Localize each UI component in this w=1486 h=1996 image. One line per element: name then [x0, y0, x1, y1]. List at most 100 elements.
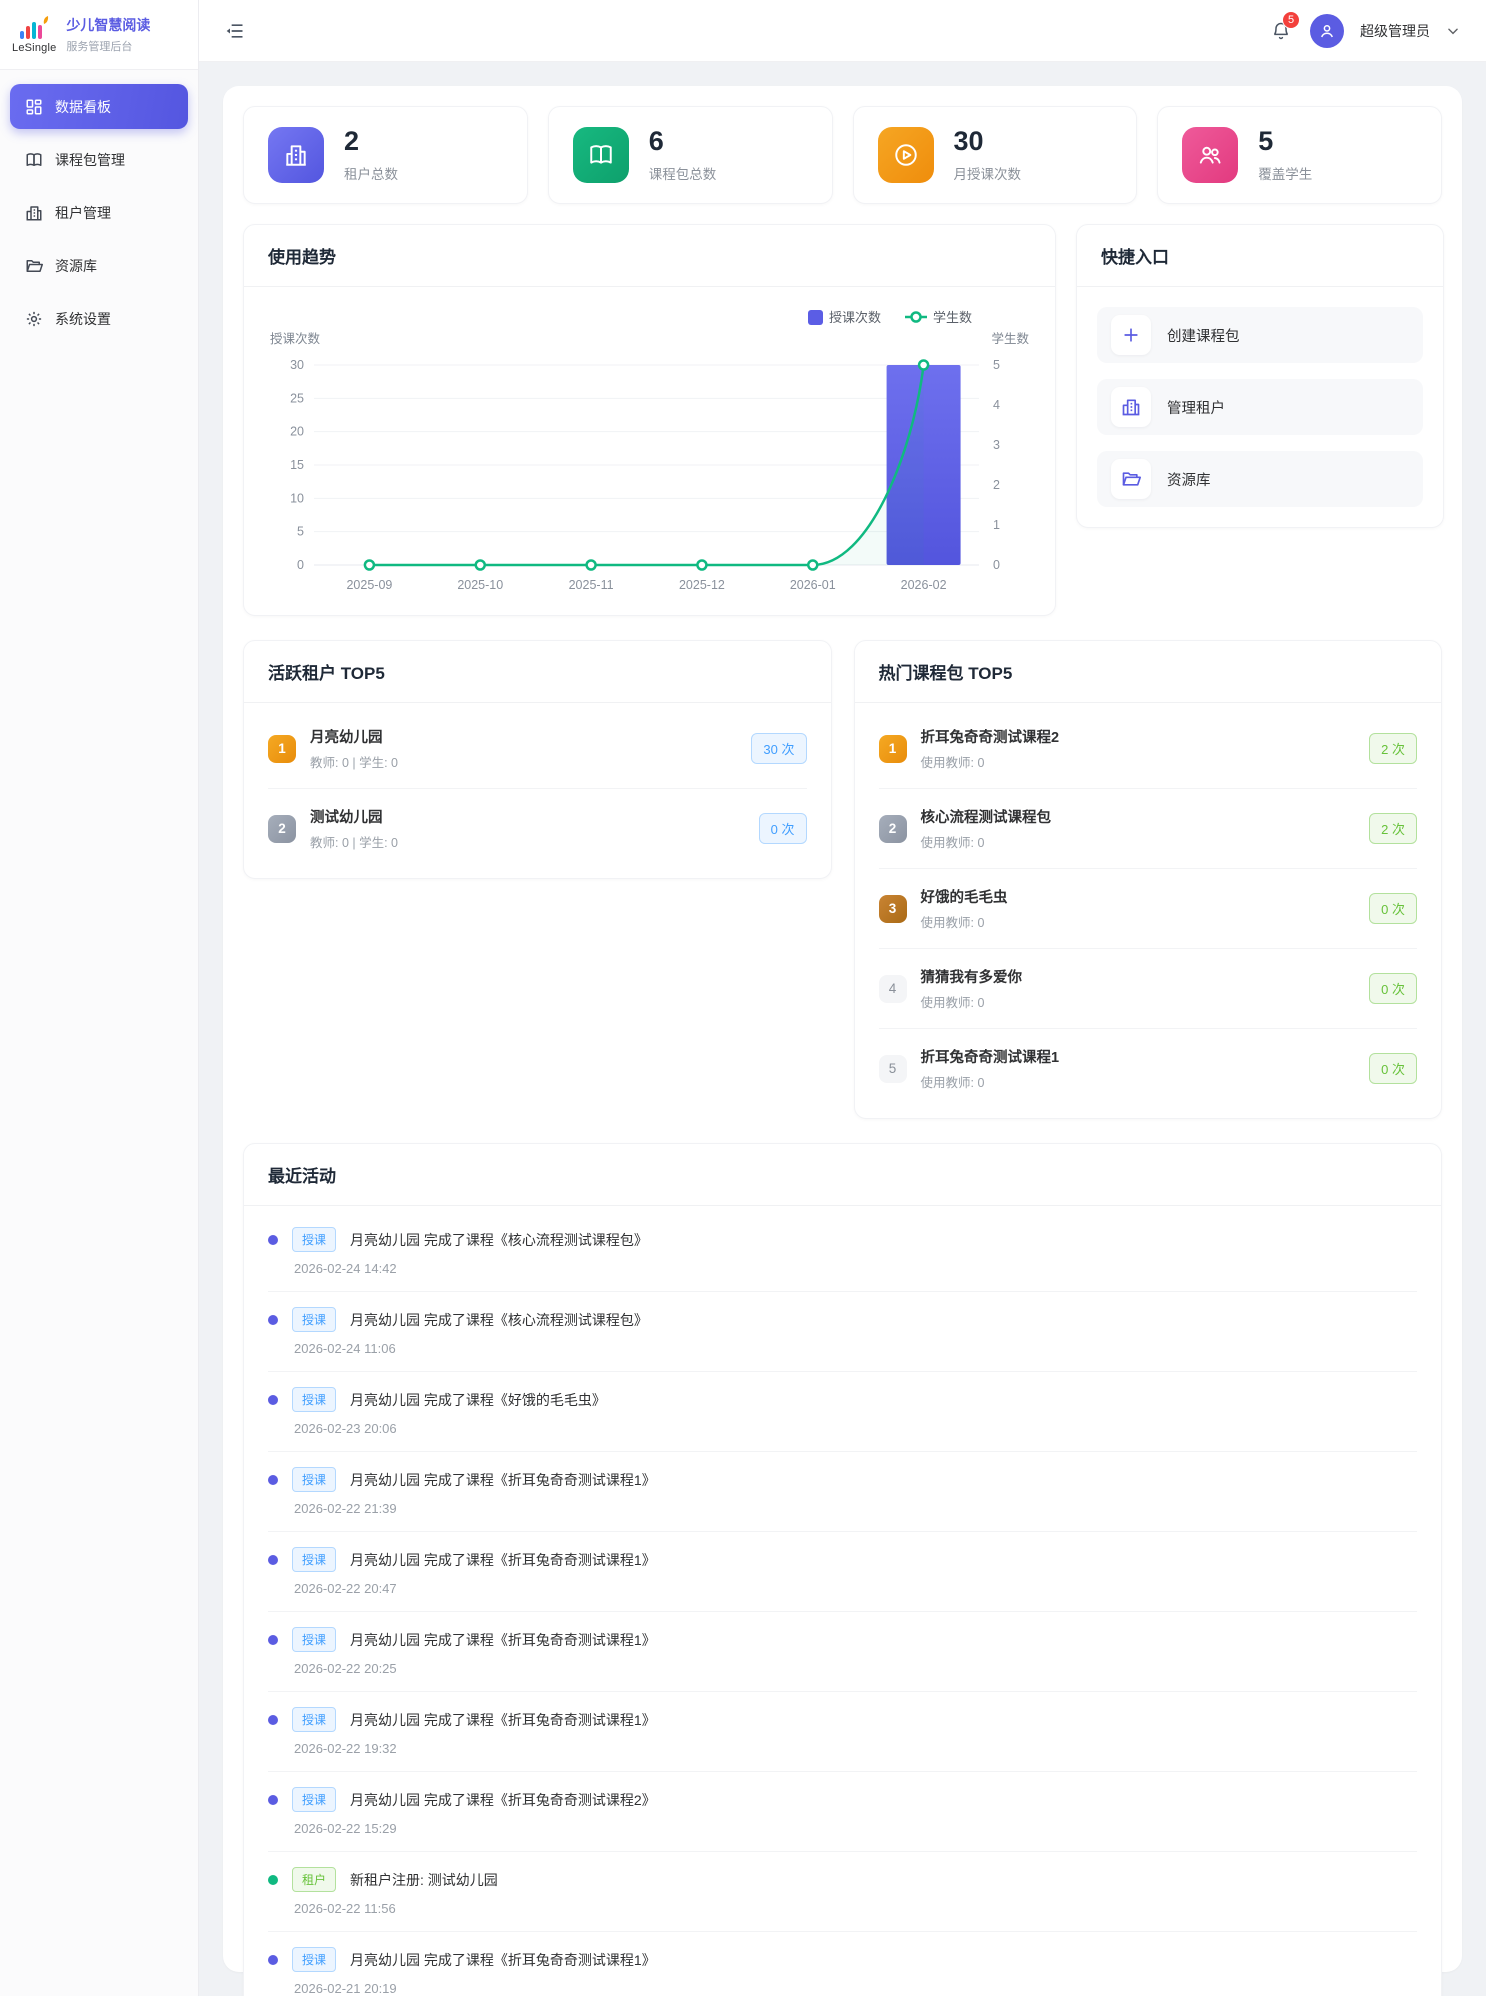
activity-dot: [268, 1874, 278, 1885]
activity-row[interactable]: 授课 月亮幼儿园 完成了课程《好饿的毛毛虫》 2026-02-23 20:06: [268, 1372, 1417, 1452]
quick-entry-resources[interactable]: 资源库: [1097, 451, 1423, 507]
logo-bars-icon: [20, 16, 49, 39]
activity-dot: [268, 1794, 278, 1805]
svg-text:0: 0: [993, 558, 1000, 572]
list-item[interactable]: 5 折耳兔奇奇测试课程1 使用教师: 0 0 次: [878, 1029, 1417, 1108]
activity-time: 2026-02-22 19:32: [294, 1741, 397, 1756]
activity-dot: [268, 1714, 278, 1725]
avatar[interactable]: [1310, 13, 1344, 48]
users-icon: [1182, 127, 1239, 183]
user-name[interactable]: 超级管理员: [1360, 22, 1430, 39]
activity-row[interactable]: 授课 月亮幼儿园 完成了课程《折耳兔奇奇测试课程1》 2026-02-22 21…: [268, 1452, 1417, 1532]
usage-trend-chart: 30 25 20 15 10 5 0 5 4 3 2 1 0 授课次数 学生数 2025-09 2025-10 2…: [244, 287, 1055, 615]
item-name: 猜猜我有多爱你: [920, 970, 1023, 986]
stat-card-students: 5 覆盖学生: [1157, 106, 1442, 204]
logo-text: LeSingle: [12, 42, 57, 54]
sidebar-item-settings[interactable]: 系统设置: [10, 296, 188, 341]
sidebar-item-resources[interactable]: 资源库: [10, 243, 188, 288]
main-area: 2 租户总数 6 课程包总数: [199, 62, 1486, 1996]
activity-time: 2026-02-21 20:19: [294, 1981, 397, 1996]
stat-value: 2: [344, 125, 360, 156]
activity-dot: [268, 1394, 278, 1405]
activity-row[interactable]: 授课 月亮幼儿园 完成了课程《折耳兔奇奇测试课程1》 2026-02-21 20…: [268, 1932, 1417, 1996]
count-badge: 2 次: [1369, 733, 1417, 764]
activity-row[interactable]: 授课 月亮幼儿园 完成了课程《核心流程测试课程包》 2026-02-24 14:…: [268, 1212, 1417, 1292]
rank-badge: 4: [878, 974, 907, 1003]
activity-text: 新租户注册: 测试幼儿园: [350, 1871, 498, 1888]
activity-type-badge: 授课: [292, 1947, 337, 1972]
active-tenants-list: 1 月亮幼儿园 教师: 0 | 学生: 0 30 次 2 测试幼儿园 教师: 0…: [244, 703, 831, 878]
svg-text:15: 15: [290, 458, 304, 472]
svg-text:2025-10: 2025-10: [457, 578, 503, 592]
activity-type-badge: 授课: [292, 1307, 337, 1332]
stat-card-tenants: 2 租户总数: [243, 106, 528, 204]
svg-text:授课次数: 授课次数: [829, 310, 881, 325]
list-item[interactable]: 3 好饿的毛毛虫 使用教师: 0 0 次: [878, 869, 1417, 949]
rank-badge: 2: [268, 814, 296, 843]
hot-packages-card: 热门课程包 TOP5 1 折耳兔奇奇测试课程2 使用教师: 0 2 次 2 核心…: [853, 640, 1442, 1119]
quick-entry-create-package[interactable]: 创建课程包: [1097, 307, 1423, 363]
activity-type-badge: 授课: [292, 1547, 337, 1572]
activity-dot: [268, 1954, 278, 1965]
menu-fold-icon: [226, 23, 243, 38]
list-item[interactable]: 1 折耳兔奇奇测试课程2 使用教师: 0 2 次: [878, 709, 1417, 789]
sidebar-item-label: 数据看板: [55, 98, 111, 115]
activity-type-badge: 授课: [292, 1707, 337, 1732]
rank-badge: 2: [878, 814, 907, 843]
activity-text: 月亮幼儿园 完成了课程《好饿的毛毛虫》: [350, 1391, 606, 1408]
count-badge: 2 次: [1369, 813, 1417, 844]
sidebar-item-course-packages[interactable]: 课程包管理: [10, 137, 188, 182]
quick-entry-card: 快捷入口 创建课程包: [1076, 224, 1444, 528]
stat-label: 覆盖学生: [1258, 166, 1313, 182]
list-item[interactable]: 1 月亮幼儿园 教师: 0 | 学生: 0 30 次: [268, 709, 807, 789]
section-title: 快捷入口: [1101, 248, 1169, 267]
list-item[interactable]: 2 核心流程测试课程包 使用教师: 0 2 次: [878, 789, 1417, 869]
sidebar-item-dashboard[interactable]: 数据看板: [10, 84, 188, 129]
item-meta: 使用教师: 0: [920, 836, 985, 850]
activity-row[interactable]: 授课 月亮幼儿园 完成了课程《折耳兔奇奇测试课程2》 2026-02-22 15…: [268, 1772, 1417, 1852]
sidebar-collapse-button[interactable]: [225, 21, 245, 41]
quick-entry-manage-tenants[interactable]: 管理租户: [1097, 379, 1423, 435]
stat-label: 租户总数: [344, 166, 398, 182]
list-item[interactable]: 4 猜猜我有多爱你 使用教师: 0 0 次: [878, 949, 1417, 1029]
activity-time: 2026-02-22 20:25: [294, 1661, 397, 1676]
plus-icon: [1111, 315, 1151, 355]
quick-entry-label: 管理租户: [1167, 400, 1225, 417]
svg-text:20: 20: [290, 425, 304, 439]
item-meta: 使用教师: 0: [920, 916, 985, 930]
notifications-button[interactable]: 5: [1268, 10, 1300, 44]
gear-icon: [25, 310, 43, 328]
activity-row[interactable]: 授课 月亮幼儿园 完成了课程《折耳兔奇奇测试课程1》 2026-02-22 19…: [268, 1692, 1417, 1772]
svg-text:2025-11: 2025-11: [569, 578, 614, 592]
svg-text:25: 25: [290, 391, 304, 405]
activity-time: 2026-02-22 11:56: [294, 1901, 396, 1916]
activity-row[interactable]: 授课 月亮幼儿园 完成了课程《核心流程测试课程包》 2026-02-24 11:…: [268, 1292, 1417, 1372]
list-item[interactable]: 2 测试幼儿园 教师: 0 | 学生: 0 0 次: [268, 789, 807, 868]
bell-icon: [1273, 22, 1289, 39]
sidebar-item-tenants[interactable]: 租户管理: [10, 190, 188, 235]
svg-text:10: 10: [290, 491, 304, 505]
rank-badge: 5: [878, 1054, 907, 1083]
activity-row[interactable]: 授课 月亮幼儿园 完成了课程《折耳兔奇奇测试课程1》 2026-02-22 20…: [268, 1532, 1417, 1612]
sidebar-item-label: 租户管理: [55, 204, 111, 221]
activity-text: 月亮幼儿园 完成了课程《折耳兔奇奇测试课程1》: [350, 1711, 656, 1728]
activity-type-badge: 授课: [292, 1627, 337, 1652]
svg-text:2025-09: 2025-09: [346, 578, 392, 592]
activity-row[interactable]: 租户 新租户注册: 测试幼儿园 2026-02-22 11:56: [268, 1852, 1417, 1932]
activity-dot: [268, 1314, 278, 1325]
sidebar-item-label: 系统设置: [55, 310, 111, 327]
item-meta: 使用教师: 0: [920, 996, 985, 1010]
topbar: 5 超级管理员: [199, 0, 1486, 62]
activity-row[interactable]: 授课 月亮幼儿园 完成了课程《折耳兔奇奇测试课程1》 2026-02-22 20…: [268, 1612, 1417, 1692]
item-name: 折耳兔奇奇测试课程2: [920, 730, 1060, 746]
building-icon: [268, 127, 324, 183]
play-icon: [877, 127, 934, 183]
book-icon: [572, 127, 629, 183]
dashboard-container: 2 租户总数 6 课程包总数: [223, 86, 1462, 1996]
folder-icon: [25, 257, 43, 275]
chevron-down-icon[interactable]: [1446, 24, 1460, 38]
building-icon: [25, 204, 43, 222]
hot-packages-list: 1 折耳兔奇奇测试课程2 使用教师: 0 2 次 2 核心流程测试课程包 使用教…: [855, 703, 1442, 1118]
activity-dot: [268, 1634, 278, 1645]
